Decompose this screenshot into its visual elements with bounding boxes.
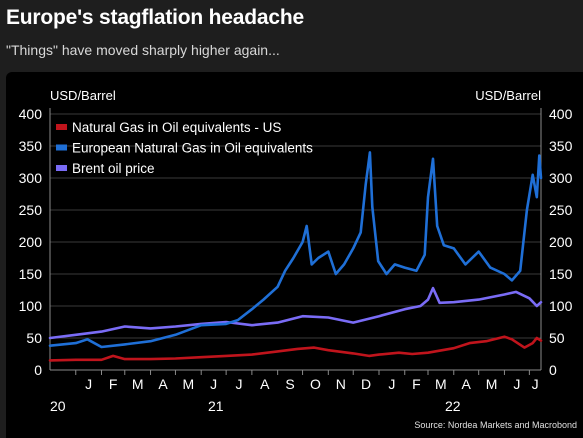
legend-label: Brent oil price [72, 161, 155, 176]
x-tick-label: N [336, 376, 346, 392]
gridlines [49, 108, 542, 371]
y-tick-label-right: 350 [549, 138, 573, 154]
x-tick-label: D [361, 376, 371, 392]
y-tick-label-left: 400 [19, 106, 43, 122]
year-label: 21 [208, 398, 224, 414]
x-tick-label: J [236, 376, 243, 392]
x-tick-label: F [412, 376, 421, 392]
y-tick-label-left: 200 [19, 234, 43, 250]
y-tick-label-left: 100 [19, 298, 43, 314]
x-tick-label: F [109, 376, 118, 392]
x-tick-label: A [260, 376, 270, 392]
x-tick-label: M [132, 376, 144, 392]
source-note: Source: Nordea Markets and Macrobond [414, 420, 577, 430]
y-tick-label-right: 200 [549, 234, 573, 250]
series-line [48, 335, 543, 362]
y-tick-label-left: 250 [19, 202, 43, 218]
y-tick-label-left: 350 [19, 138, 43, 154]
y-tick-label-right: 250 [549, 202, 573, 218]
x-tick-label: J [513, 376, 520, 392]
series-line [48, 151, 543, 349]
y-tick-label-left: 50 [26, 330, 42, 346]
y-tick-label-left: 150 [19, 266, 43, 282]
legend-swatch [56, 124, 67, 130]
y-tick-label-right: 50 [549, 330, 565, 346]
y-tick-labels-right: 0 50 100 150 200 250 300 350 400 [549, 106, 573, 378]
legend-swatch [56, 165, 67, 171]
chart-title: Europe's stagflation headache [6, 6, 304, 29]
y-tick-label-right: 150 [549, 266, 573, 282]
legend-label: European Natural Gas in Oil equivalents [72, 141, 313, 156]
year-label: 22 [445, 398, 461, 414]
y-axis-label-right: USD/Barrel [475, 88, 541, 103]
y-tick-label-right: 0 [549, 362, 557, 378]
y-tick-labels-left: 0 50 100 150 200 250 300 350 400 [19, 106, 43, 378]
y-tick-label-left: 300 [19, 170, 43, 186]
x-tick-label: A [462, 376, 472, 392]
year-labels: 20 21 22 [50, 398, 461, 414]
legend: Natural Gas in Oil equivalents - US Europ… [56, 120, 313, 176]
x-tick-label: M [435, 376, 447, 392]
x-tick-label: J [532, 376, 539, 392]
x-tick-label: O [310, 376, 321, 392]
x-tick-label: J [210, 376, 217, 392]
chart-subtitle: "Things" have moved sharply higher again… [6, 42, 280, 58]
y-tick-label-right: 400 [549, 106, 573, 122]
series-lines [48, 151, 543, 362]
y-tick-label-left: 0 [34, 362, 42, 378]
y-tick-label-right: 100 [549, 298, 573, 314]
y-axis-label-left: USD/Barrel [50, 88, 116, 103]
legend-swatch [56, 144, 67, 151]
x-tick-label: J [85, 376, 92, 392]
x-tick-label: A [158, 376, 168, 392]
x-tick-label: S [285, 376, 294, 392]
x-tick-label: M [486, 376, 498, 392]
x-tick-label: M [182, 376, 194, 392]
series-line [48, 286, 543, 340]
y-tick-label-right: 300 [549, 170, 573, 186]
x-tick-label: J [388, 376, 395, 392]
year-label: 20 [50, 398, 66, 414]
legend-label: Natural Gas in Oil equivalents - US [72, 120, 281, 135]
